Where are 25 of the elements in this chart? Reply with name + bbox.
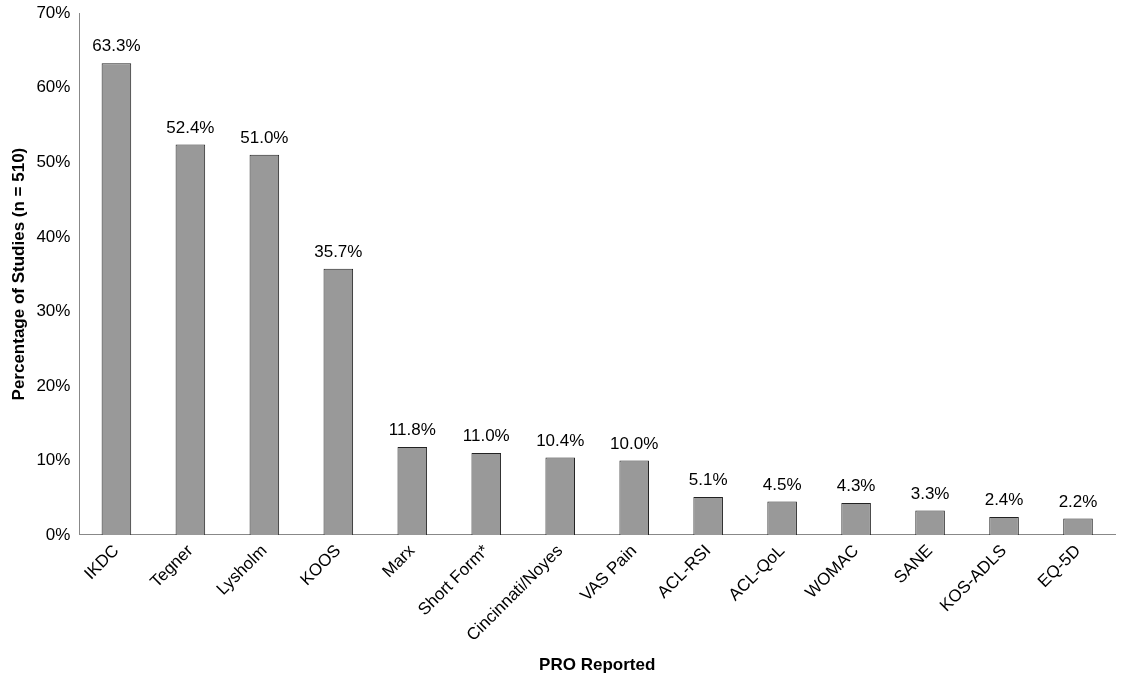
data-label: 5.1% — [688, 470, 728, 490]
y-tick-label: 10% — [36, 450, 71, 470]
y-tick-label: 0% — [45, 524, 71, 544]
data-label: 11.0% — [462, 426, 510, 446]
data-label: 4.5% — [762, 474, 802, 494]
data-label: 51.0% — [240, 128, 289, 148]
data-label: 35.7% — [314, 242, 363, 262]
data-label: 3.3% — [910, 483, 950, 503]
data-label: 52.4% — [166, 117, 215, 137]
data-label: 11.8% — [388, 420, 436, 440]
data-label: 10.0% — [610, 433, 659, 453]
x-axis-title: PRO Reported — [539, 655, 656, 675]
data-label: 10.4% — [536, 430, 585, 450]
y-tick-label: 40% — [36, 226, 71, 246]
y-tick-label: 60% — [36, 77, 71, 97]
data-label: 2.2% — [1058, 491, 1098, 511]
data-label: 4.3% — [836, 476, 876, 496]
y-axis-title: Percentage of Studies (n = 510) — [8, 147, 28, 401]
data-label: 2.4% — [984, 490, 1024, 510]
y-tick-label: 50% — [36, 151, 71, 171]
y-tick-label: 20% — [36, 375, 71, 395]
data-label: 63.3% — [92, 36, 141, 56]
y-tick-label: 70% — [36, 2, 71, 22]
x-tick-label: VAS Pain — [576, 540, 641, 605]
y-tick-label: 30% — [36, 301, 71, 321]
